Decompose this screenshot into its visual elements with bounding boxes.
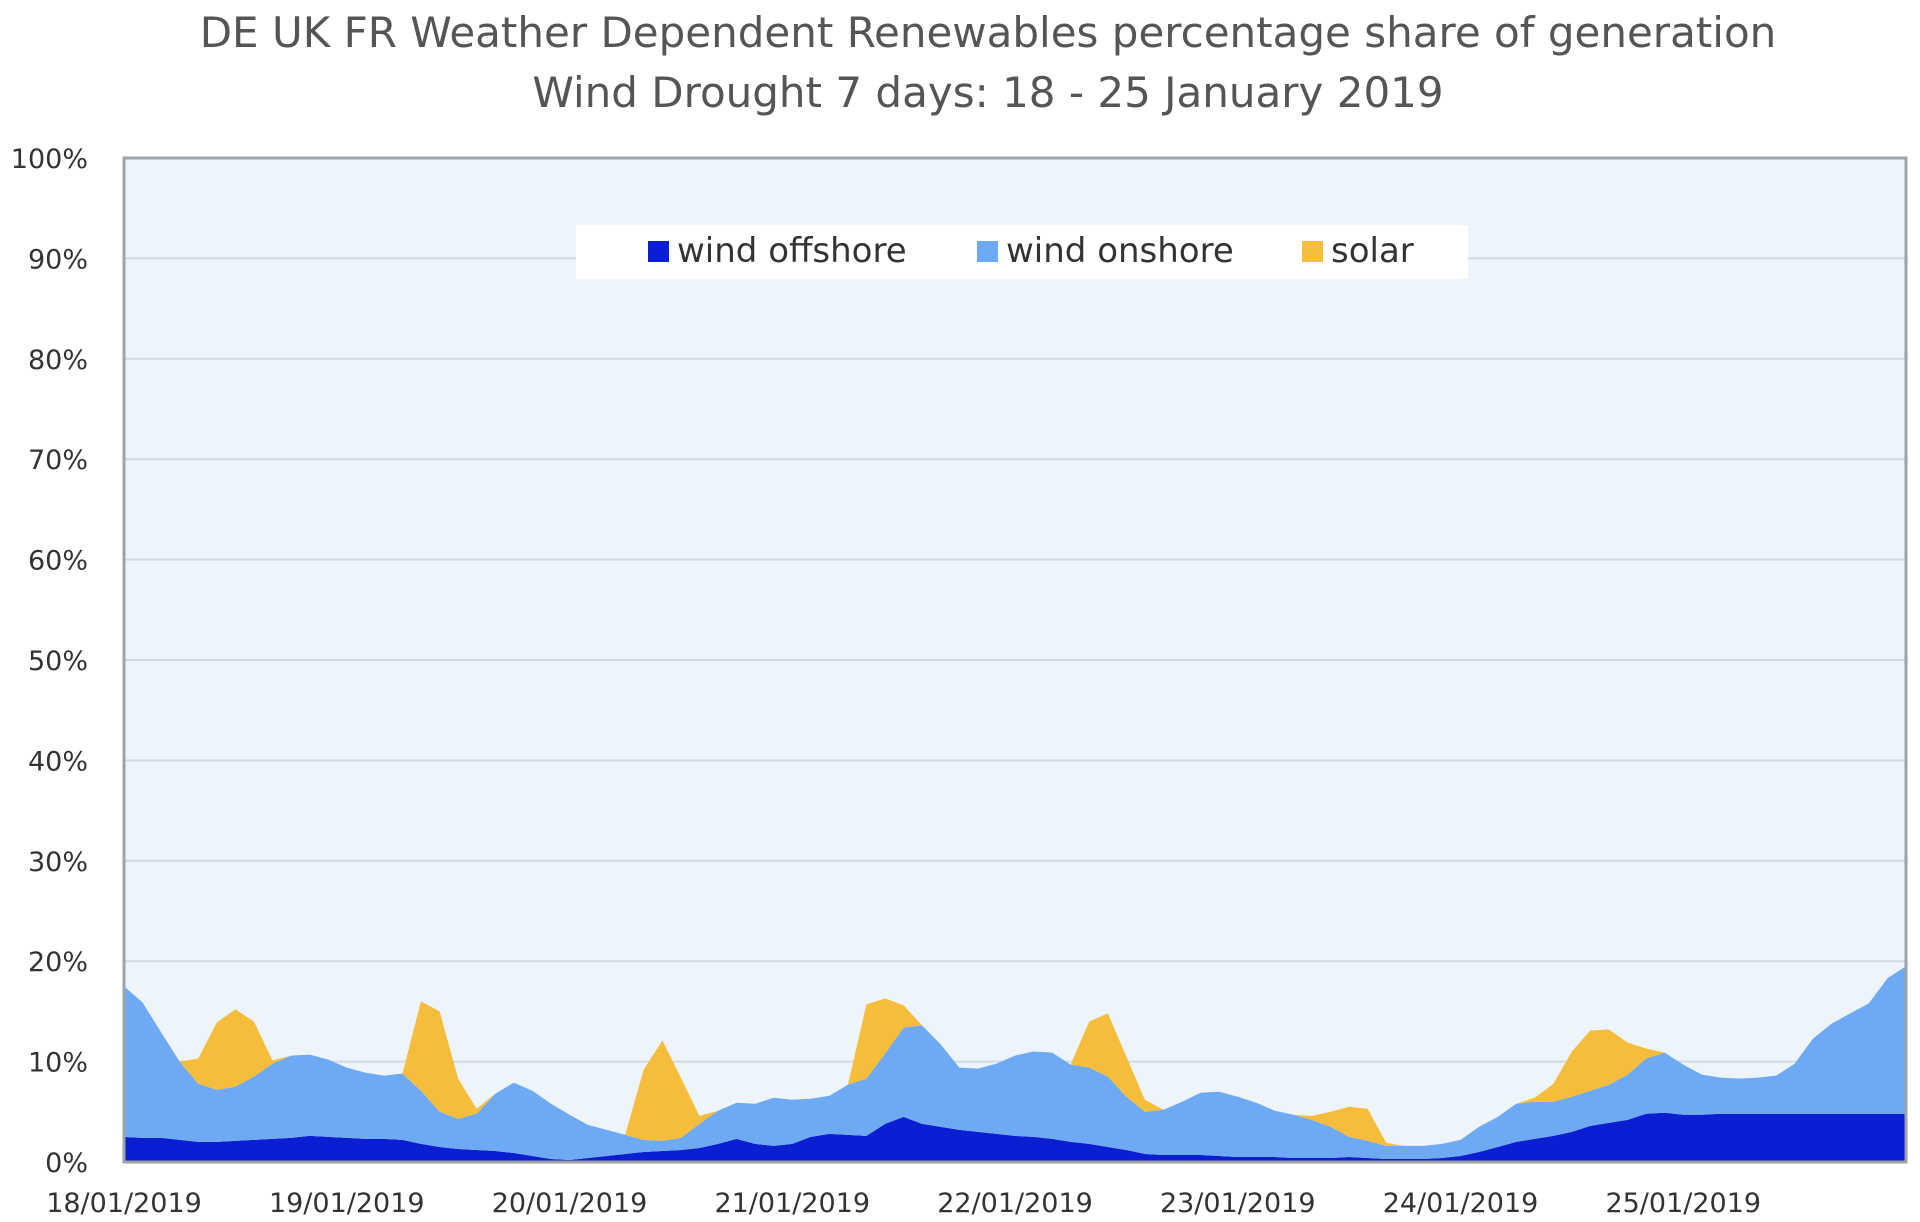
x-tick-label: 20/01/2019 [492,1188,648,1219]
x-tick-label: 25/01/2019 [1605,1188,1761,1219]
y-tick-label: 70% [28,445,88,476]
y-axis: 0% 10% 20% 30% 40% 50% 60% 70% 80% 90% 100% [11,144,88,1179]
y-tick-label: 10% [28,1048,88,1079]
y-tick-label: 0% [45,1148,88,1179]
y-tick-label: 90% [28,244,88,275]
chart-title: DE UK FR Weather Dependent Renewables pe… [200,8,1777,57]
x-tick-label: 24/01/2019 [1383,1188,1539,1219]
legend-label-wind-offshore: wind offshore [677,231,907,271]
legend-swatch-solar [1302,241,1323,262]
chart-subtitle: Wind Drought 7 days: 18 - 25 January 201… [532,68,1443,117]
stacked-areas [124,966,1906,1162]
x-tick-label: 23/01/2019 [1160,1188,1316,1219]
x-tick-label: 21/01/2019 [714,1188,870,1219]
legend-swatch-wind-offshore [648,241,669,262]
legend: wind offshore wind onshore solar [576,225,1468,279]
area-series-wind-offshore [124,1112,1906,1162]
legend-label-solar: solar [1331,231,1414,271]
y-tick-label: 20% [28,947,88,978]
y-tick-label: 100% [11,144,88,175]
legend-swatch-wind-onshore [977,241,998,262]
legend-label-wind-onshore: wind onshore [1006,231,1234,271]
y-tick-label: 40% [28,746,88,777]
plot-frame [122,156,1908,1164]
x-tick-label: 19/01/2019 [269,1188,425,1219]
x-axis: 18/01/2019 19/01/2019 20/01/2019 21/01/2019… [46,1188,1761,1219]
x-tick-label: 22/01/2019 [937,1188,1093,1219]
x-tick-label: 18/01/2019 [46,1188,202,1219]
y-tick-label: 80% [28,345,88,376]
area-series-wind-onshore [124,966,1906,1160]
y-tick-label: 30% [28,847,88,878]
y-tick-label: 60% [28,546,88,577]
y-tick-label: 50% [28,646,88,677]
